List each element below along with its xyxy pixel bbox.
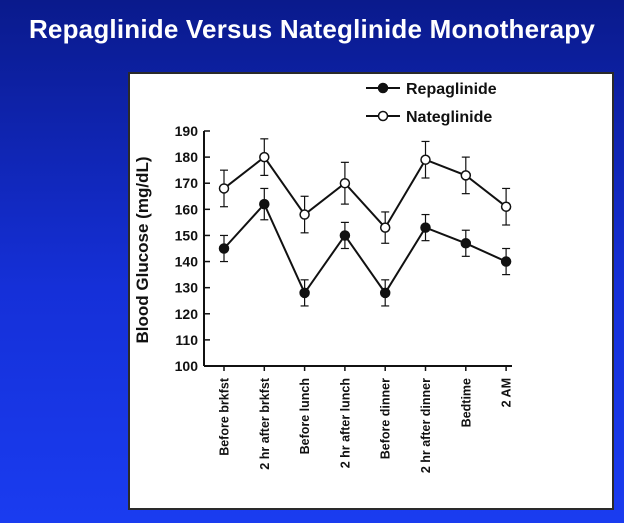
- y-tick-label: 160: [175, 201, 199, 217]
- chart-legend: Repaglinide Nateglinide: [366, 81, 497, 126]
- chart-series: [218, 138, 512, 307]
- y-axis-ticks: 100 110 120 130 140 150 160 170 180 190: [175, 123, 210, 374]
- legend-label: Repaglinide: [406, 81, 497, 98]
- data-point: [339, 230, 351, 241]
- series-line: [223, 155, 507, 230]
- series-repaglinide: [218, 187, 512, 307]
- chart-axes: [203, 131, 512, 367]
- y-tick-label: 110: [175, 332, 198, 348]
- data-point: [339, 177, 351, 189]
- data-point: [460, 238, 472, 249]
- x-tick-label: Before dinner: [379, 378, 393, 459]
- slide-title: Repaglinide Versus Nateglinide Monothera…: [28, 14, 596, 44]
- data-point: [259, 198, 270, 210]
- data-point: [460, 170, 472, 181]
- x-tick-label: Bedtime: [459, 378, 473, 427]
- data-point: [299, 209, 310, 220]
- data-point: [500, 256, 512, 267]
- y-tick-label: 120: [175, 306, 199, 322]
- legend-marker: [377, 110, 389, 122]
- x-tick-label: 2 hr after lunch: [338, 378, 352, 468]
- x-tick-label: 2 hr after brkfst: [258, 377, 272, 470]
- data-point: [379, 222, 391, 233]
- data-point: [379, 287, 391, 299]
- legend-marker: [377, 82, 389, 94]
- data-point: [420, 154, 431, 165]
- y-tick-label: 100: [175, 358, 199, 374]
- data-point: [218, 243, 230, 254]
- x-tick-label: 2 AM: [500, 378, 514, 407]
- y-tick-label: 130: [175, 280, 199, 296]
- y-tick-label: 190: [175, 123, 199, 139]
- x-tick-label: Before brkfst: [218, 377, 232, 456]
- x-tick-label: Before lunch: [298, 378, 312, 454]
- chart-panel: [128, 72, 614, 510]
- data-point: [420, 222, 431, 233]
- x-tick-label: 2 hr after dinner: [419, 378, 433, 473]
- y-axis-label: Blood Glucose (mg/dL): [133, 157, 152, 344]
- x-axis-ticks: Before brkfst 2 hr after brkfst Before lun…: [218, 366, 514, 473]
- y-tick-label: 170: [175, 175, 199, 191]
- series-line: [223, 202, 507, 295]
- y-tick-label: 140: [175, 254, 199, 270]
- data-point: [259, 151, 270, 163]
- data-point: [299, 287, 310, 299]
- legend-label: Nateglinide: [406, 109, 492, 126]
- series-nateglinide: [218, 138, 512, 244]
- y-tick-label: 180: [175, 149, 199, 165]
- y-tick-label: 150: [175, 227, 199, 243]
- data-point: [218, 183, 230, 194]
- data-point: [500, 201, 512, 212]
